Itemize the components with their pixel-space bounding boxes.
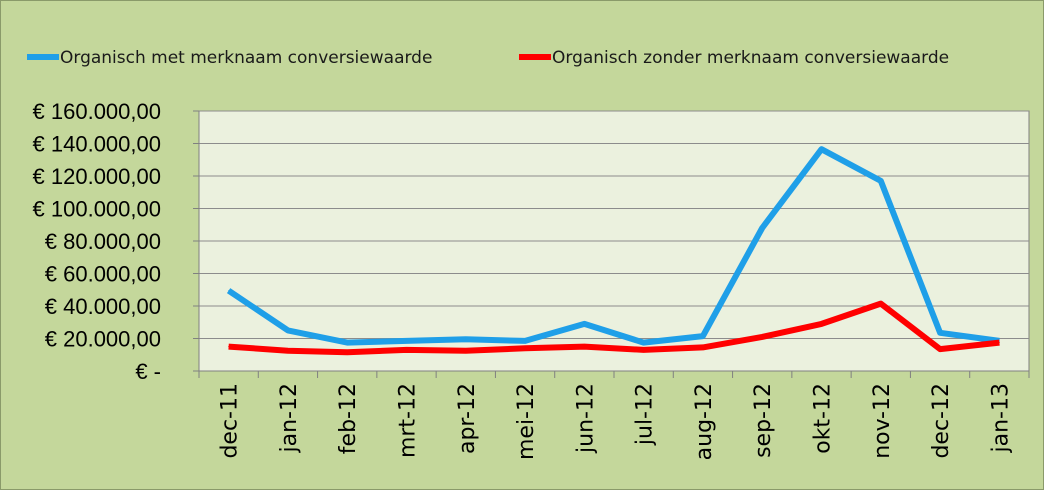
x-tick-label: okt-12	[811, 383, 836, 454]
y-tick-label: € 100.000,00	[33, 197, 161, 222]
data-point	[583, 346, 585, 348]
data-point	[998, 342, 1000, 344]
data-point	[939, 332, 941, 334]
x-tick-label: dec-12	[929, 383, 954, 459]
data-point	[465, 350, 467, 352]
x-tick-label: sep-12	[751, 383, 776, 458]
y-tick-label: € 20.000,00	[45, 327, 161, 352]
data-point	[761, 336, 763, 338]
data-point	[346, 342, 348, 344]
data-point	[702, 335, 704, 337]
data-point	[346, 351, 348, 353]
series-line-1	[226, 146, 1000, 346]
data-point	[880, 180, 882, 182]
legend-label-1: Organisch met merknaam conversiewaarde	[60, 48, 432, 68]
x-tick-label: jul-12	[633, 383, 658, 446]
data-point	[939, 348, 941, 350]
data-point	[524, 340, 526, 342]
chart-legend: Organisch met merknaam conversiewaarde Or…	[27, 48, 949, 68]
data-point	[524, 347, 526, 349]
axes	[193, 110, 1030, 378]
data-point	[643, 342, 645, 344]
x-tick-label: mei-12	[514, 383, 539, 460]
x-tick-label: mrt-12	[396, 383, 421, 458]
data-point	[821, 148, 822, 150]
data-point	[228, 346, 230, 348]
y-tick-label: € 40.000,00	[45, 294, 161, 319]
y-axis-tick-labels: € - € 20.000,00 € 40.000,00 € 60.000,00 € 80…	[33, 99, 161, 384]
data-point	[287, 350, 289, 352]
y-tick-label: € 120.000,00	[33, 164, 161, 189]
x-axis-tick-labels: dec-11 jan-12 feb-12 mrt-12 apr-12 mei-12 jun-…	[218, 383, 1014, 460]
data-point	[287, 329, 289, 331]
x-tick-label: aug-12	[692, 383, 717, 460]
data-point	[761, 227, 763, 229]
data-point	[406, 340, 407, 342]
x-tick-label: jun-12	[573, 383, 598, 454]
legend-label-2: Organisch zonder merknaam conversiewaard…	[552, 48, 949, 68]
data-point	[465, 338, 467, 340]
data-point	[880, 303, 882, 305]
data-point	[583, 323, 585, 325]
x-tick-label: feb-12	[336, 383, 361, 454]
series-lines	[226, 146, 1000, 356]
x-tick-label: jan-13	[988, 383, 1013, 453]
data-point	[702, 346, 704, 348]
x-tick-label: nov-12	[870, 383, 895, 459]
x-tick-label: jan-12	[277, 383, 302, 453]
y-tick-label: € 60.000,00	[45, 262, 161, 287]
data-point	[228, 290, 230, 292]
y-tick-label: € 160.000,00	[33, 99, 161, 124]
x-tick-label: dec-11	[218, 383, 243, 459]
y-tick-label: € 80.000,00	[45, 229, 161, 254]
series-line-2	[228, 300, 1000, 356]
data-point	[821, 323, 822, 325]
data-point	[406, 349, 407, 351]
x-tick-label: apr-12	[455, 383, 480, 454]
y-tick-label: € 140.000,00	[33, 132, 161, 157]
y-tick-label: € -	[135, 359, 161, 384]
data-point	[643, 349, 645, 351]
